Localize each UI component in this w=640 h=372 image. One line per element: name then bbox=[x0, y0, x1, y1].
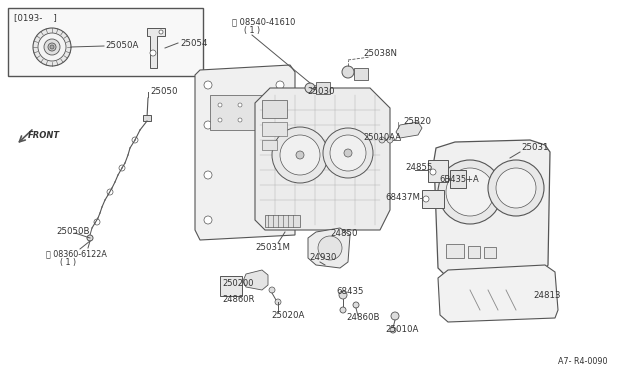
Text: 24855: 24855 bbox=[405, 164, 433, 173]
Text: 25010A: 25010A bbox=[385, 326, 419, 334]
Polygon shape bbox=[147, 28, 165, 68]
Circle shape bbox=[44, 39, 60, 55]
Circle shape bbox=[438, 160, 502, 224]
Circle shape bbox=[258, 103, 262, 107]
Circle shape bbox=[87, 235, 93, 241]
Text: Ⓝ 08360-6122A: Ⓝ 08360-6122A bbox=[46, 250, 107, 259]
Circle shape bbox=[38, 33, 66, 61]
Circle shape bbox=[430, 169, 436, 175]
Bar bbox=[450, 170, 466, 188]
Circle shape bbox=[150, 50, 156, 56]
Bar bbox=[8, 8, 203, 76]
Circle shape bbox=[330, 135, 366, 171]
Circle shape bbox=[353, 302, 359, 308]
Bar bbox=[422, 190, 444, 208]
Bar bbox=[262, 100, 287, 118]
Text: 25050: 25050 bbox=[150, 87, 177, 96]
Circle shape bbox=[318, 236, 342, 260]
Circle shape bbox=[391, 312, 399, 320]
Text: 25054: 25054 bbox=[180, 38, 207, 48]
Circle shape bbox=[276, 81, 284, 89]
Circle shape bbox=[275, 299, 281, 305]
Circle shape bbox=[218, 118, 222, 122]
Circle shape bbox=[269, 287, 275, 293]
Bar bbox=[210, 95, 268, 130]
Bar bbox=[262, 140, 277, 150]
Circle shape bbox=[159, 30, 163, 34]
Circle shape bbox=[238, 118, 242, 122]
Text: 24930: 24930 bbox=[309, 253, 337, 263]
Circle shape bbox=[274, 206, 282, 214]
Circle shape bbox=[488, 160, 544, 216]
Bar bbox=[468, 246, 480, 258]
Polygon shape bbox=[396, 122, 422, 138]
Polygon shape bbox=[255, 88, 390, 230]
Text: 24850: 24850 bbox=[330, 230, 358, 238]
Circle shape bbox=[48, 43, 56, 51]
Text: 25010AA: 25010AA bbox=[363, 132, 401, 141]
Bar bbox=[446, 244, 464, 258]
Circle shape bbox=[344, 149, 352, 157]
Bar bbox=[265, 215, 300, 227]
Text: 25031M: 25031M bbox=[255, 243, 290, 251]
Text: 68437M: 68437M bbox=[385, 193, 420, 202]
Circle shape bbox=[204, 171, 212, 179]
Circle shape bbox=[296, 151, 304, 159]
Circle shape bbox=[305, 83, 315, 93]
Polygon shape bbox=[434, 140, 550, 275]
Text: 25050A: 25050A bbox=[105, 42, 138, 51]
Polygon shape bbox=[308, 228, 350, 268]
Circle shape bbox=[280, 135, 320, 175]
Polygon shape bbox=[438, 265, 558, 322]
Text: 25031: 25031 bbox=[521, 144, 548, 153]
Circle shape bbox=[379, 137, 385, 143]
Bar bbox=[143, 115, 151, 121]
Text: Ⓝ 08540-41610: Ⓝ 08540-41610 bbox=[232, 17, 296, 26]
Circle shape bbox=[258, 118, 262, 122]
Circle shape bbox=[50, 45, 54, 49]
Text: ( 1 ): ( 1 ) bbox=[60, 257, 76, 266]
Text: 24813: 24813 bbox=[533, 291, 561, 299]
Polygon shape bbox=[195, 65, 295, 240]
Circle shape bbox=[446, 168, 494, 216]
Circle shape bbox=[390, 327, 396, 333]
Text: 6B435+A: 6B435+A bbox=[439, 176, 479, 185]
Text: FRONT: FRONT bbox=[28, 131, 60, 140]
Bar bbox=[262, 122, 287, 136]
Circle shape bbox=[423, 196, 429, 202]
Circle shape bbox=[218, 103, 222, 107]
Text: 24860R: 24860R bbox=[222, 295, 254, 305]
Text: A7- R4-0090: A7- R4-0090 bbox=[558, 357, 607, 366]
Circle shape bbox=[238, 103, 242, 107]
Text: 25038N: 25038N bbox=[363, 49, 397, 58]
Bar bbox=[354, 68, 368, 80]
Text: [0193-    ]: [0193- ] bbox=[14, 13, 57, 22]
Text: ( 1 ): ( 1 ) bbox=[244, 26, 260, 35]
Circle shape bbox=[342, 66, 354, 78]
Bar bbox=[428, 160, 448, 182]
Circle shape bbox=[204, 121, 212, 129]
Bar bbox=[316, 82, 330, 94]
Circle shape bbox=[33, 28, 71, 66]
Circle shape bbox=[204, 81, 212, 89]
Text: 68435: 68435 bbox=[336, 288, 364, 296]
Text: 25030: 25030 bbox=[307, 87, 335, 96]
Text: 25020A: 25020A bbox=[271, 311, 305, 321]
Text: 250200: 250200 bbox=[222, 279, 253, 289]
Circle shape bbox=[204, 216, 212, 224]
Circle shape bbox=[387, 137, 393, 143]
Circle shape bbox=[323, 128, 373, 178]
Circle shape bbox=[496, 168, 536, 208]
Circle shape bbox=[340, 307, 346, 313]
Circle shape bbox=[272, 127, 328, 183]
Circle shape bbox=[339, 291, 347, 299]
Text: 25050B: 25050B bbox=[56, 228, 90, 237]
Bar bbox=[484, 247, 496, 258]
Polygon shape bbox=[243, 270, 268, 290]
Text: 24860B: 24860B bbox=[346, 312, 380, 321]
Text: 25B20: 25B20 bbox=[403, 116, 431, 125]
Bar bbox=[220, 276, 242, 296]
